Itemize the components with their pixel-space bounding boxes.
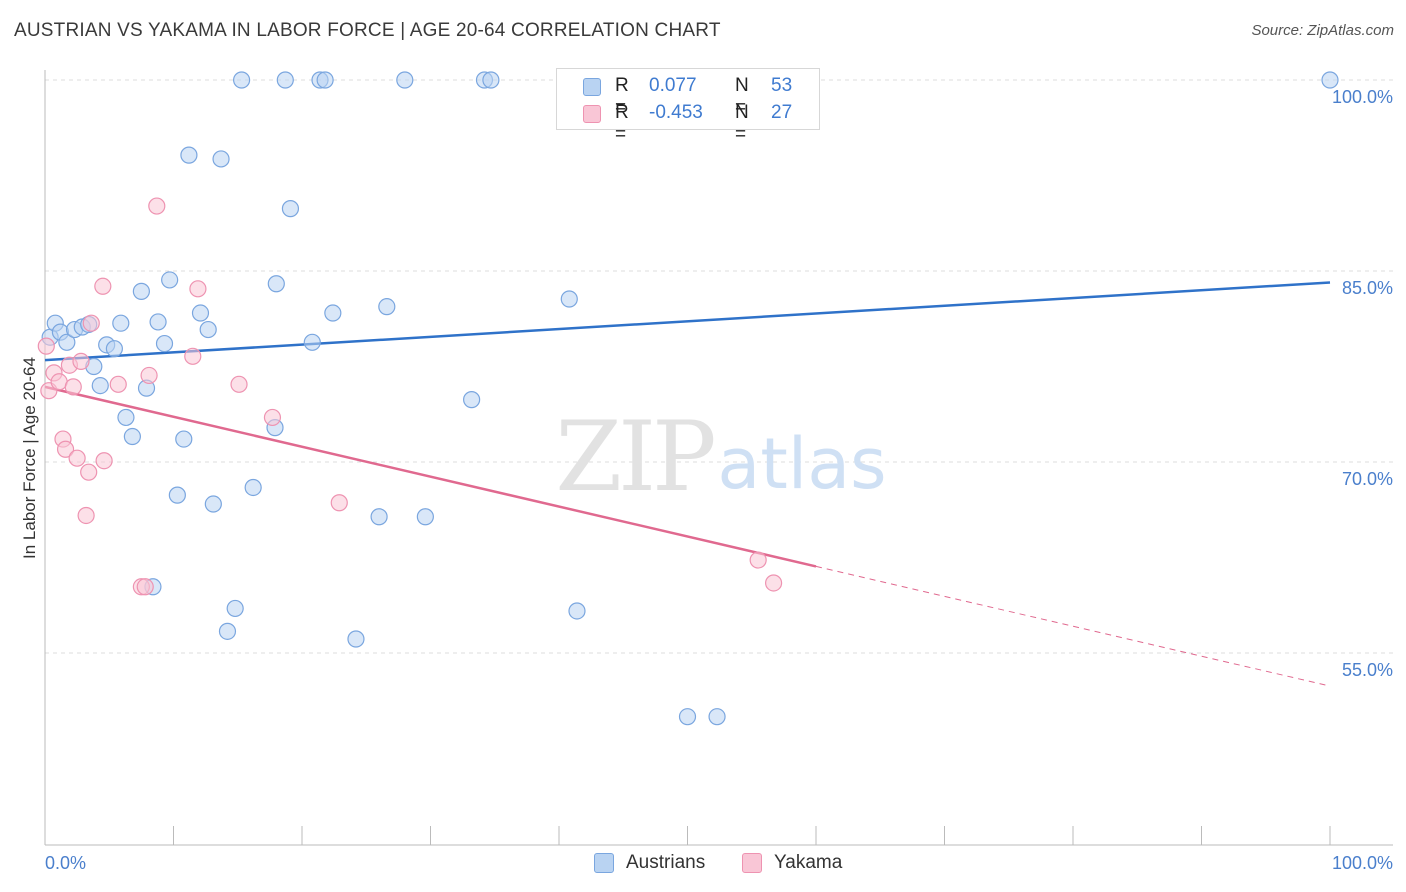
austrians-point [105, 340, 123, 358]
austrians-point [180, 146, 198, 164]
austrians-point [199, 320, 217, 339]
austrians-point [244, 478, 262, 497]
austrians-point [132, 282, 150, 300]
austrians-point [218, 622, 237, 640]
austrians-point [123, 427, 141, 446]
austrians-point [226, 599, 244, 618]
gridlines [45, 79, 1393, 654]
austrians-point [370, 508, 388, 526]
austrians-point [568, 602, 586, 620]
n-label: N = [735, 75, 749, 118]
austrians-point [560, 290, 578, 308]
austrians-point [316, 71, 334, 89]
austrians-point [303, 333, 321, 351]
austrians-point [396, 71, 414, 89]
yakama-point [56, 440, 75, 458]
yakama-point [764, 574, 783, 592]
y-tick-label: 100.0% [1332, 87, 1393, 107]
austrians-point [191, 304, 210, 322]
yakama-point [136, 578, 154, 596]
austrians-point [233, 71, 251, 89]
x-tick-label: 100.0% [1332, 853, 1393, 873]
y-tick-label: 70.0% [1342, 469, 1393, 489]
yakama-trend-extension [815, 565, 1331, 687]
austrians-point [168, 486, 186, 504]
r-value: -0.453 [649, 102, 703, 123]
chart-title: AUSTRIAN VS YAKAMA IN LABOR FORCE | AGE … [14, 20, 721, 41]
y-axis-label: In Labor Force | Age 20-64 [20, 357, 39, 559]
austrians-point [212, 150, 230, 168]
r-label: R = [615, 75, 629, 118]
chart-source: Source: ZipAtlas.com [1251, 22, 1394, 39]
austrians-swatch [583, 78, 601, 96]
yakama-point [77, 506, 95, 525]
yakama-point [148, 197, 166, 215]
yakama-point [189, 280, 207, 298]
austrians-point [324, 304, 342, 322]
yakama-point [749, 551, 767, 569]
austrians-point [281, 200, 300, 218]
yakama-point [263, 408, 282, 427]
austrians-point [91, 377, 109, 395]
austrians-point [161, 271, 179, 289]
austrians-point [708, 708, 726, 726]
yakama-point [37, 337, 55, 355]
yakama-point [109, 375, 127, 393]
yakama-point [68, 449, 86, 467]
y-tick-label: 55.0% [1342, 660, 1393, 680]
austrians-point [1321, 71, 1339, 89]
austrians-point [58, 333, 76, 351]
austrians-point [204, 495, 222, 513]
austrians-trend-line [44, 281, 1331, 362]
yakama-legend-swatch [742, 853, 762, 873]
austrians-point [378, 298, 396, 316]
austrians-point [117, 408, 135, 427]
r-label: R = [615, 102, 629, 145]
axes [44, 70, 1393, 846]
y-tick-label: 85.0% [1342, 278, 1393, 298]
austrians-point [347, 630, 365, 648]
yakama-trend-line [44, 385, 817, 568]
yakama-point [72, 352, 90, 371]
austrians-point [463, 391, 481, 409]
austrians-point [416, 508, 434, 526]
austrians-point [276, 71, 294, 89]
r-value: 0.077 [649, 75, 697, 96]
yakama-point [330, 494, 348, 512]
austrians-point [678, 708, 697, 726]
austrians-point [112, 314, 130, 332]
tick-labels: 55.0% 70.0% 85.0% 100.0% 0.0% 100.0% [45, 87, 1393, 873]
austrians-point [175, 430, 193, 448]
yakama-point [95, 452, 113, 470]
yakama-point [94, 277, 112, 295]
legend-label: Yakama [774, 852, 843, 873]
legend-label: Austrians [626, 852, 706, 873]
n-value: 53 [771, 75, 793, 96]
austrians-point [267, 275, 285, 293]
yakama-point [80, 463, 98, 481]
n-value: 27 [771, 102, 793, 123]
yakama-point [82, 314, 100, 332]
watermark-atlas: atlas [717, 423, 886, 505]
austrians-legend-swatch [594, 853, 614, 873]
trend-lines [44, 281, 1331, 687]
n-label: N = [735, 102, 749, 145]
yakama-point [230, 375, 248, 393]
austrians-point [155, 334, 174, 353]
yakama-point [140, 366, 158, 385]
watermark: ZIP atlas [555, 401, 886, 513]
series-legend: Austrians Yakama [0, 852, 1406, 878]
yakama-point [184, 347, 202, 365]
yakama-swatch [583, 105, 601, 123]
data-points [37, 71, 1339, 726]
x-tick-label: 0.0% [45, 853, 86, 873]
austrians-point [482, 71, 500, 89]
stats-legend: R = 0.077 N = 53 R = -0.453 N = 27 [556, 68, 820, 145]
yakama-point [64, 378, 82, 396]
watermark-zip: ZIP [555, 401, 714, 513]
austrians-point [149, 313, 167, 331]
